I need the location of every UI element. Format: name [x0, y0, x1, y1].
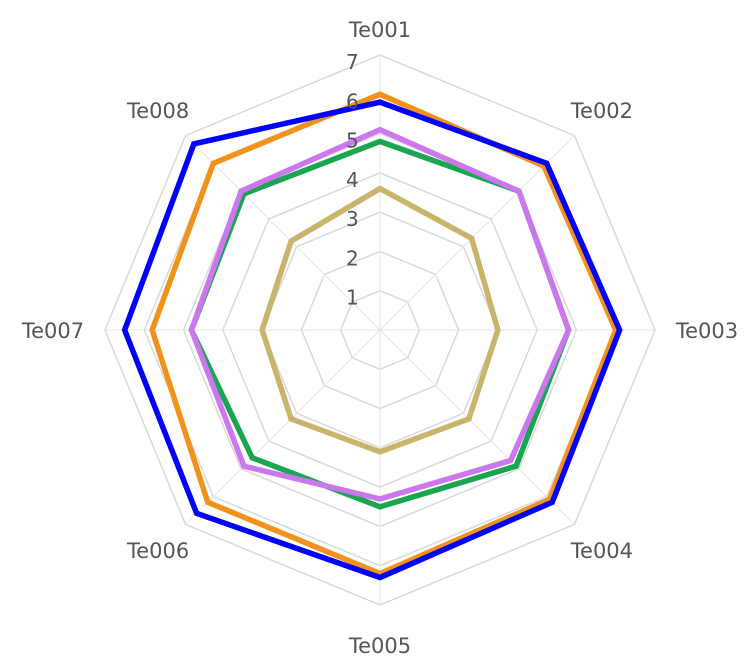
tick-label-6: 6 — [346, 89, 359, 113]
tick-label-3: 3 — [346, 207, 359, 231]
series-1-line — [259, 185, 501, 455]
tick-label-5: 5 — [346, 129, 359, 153]
tick-label-7: 7 — [346, 50, 359, 74]
spoke-6 — [185, 329, 381, 525]
category-label-te004: Te004 — [570, 539, 633, 563]
category-label-te001: Te001 — [348, 18, 411, 42]
category-label-te007: Te007 — [21, 319, 84, 343]
tick-label-2: 2 — [346, 246, 359, 270]
category-label-te002: Te002 — [570, 99, 633, 123]
series-4-line — [149, 91, 619, 577]
radar-series — [121, 91, 623, 581]
radar-grid — [104, 54, 656, 606]
category-label-te006: Te006 — [126, 539, 189, 563]
category-label-te005: Te005 — [348, 634, 411, 658]
series-5-line — [121, 99, 623, 581]
tick-label-4: 4 — [346, 168, 359, 192]
category-label-te003: Te003 — [675, 319, 738, 343]
spoke-4 — [379, 329, 575, 525]
category-labels: Te001 Te002 Te003 Te004 Te005 Te006 Te007 Te008 — [21, 18, 738, 658]
series-3-line — [188, 126, 572, 502]
spoke-8 — [185, 135, 381, 331]
category-label-te008: Te008 — [126, 99, 189, 123]
radial-tick-labels: 1 2 3 4 5 6 7 — [346, 50, 359, 310]
tick-label-1: 1 — [346, 286, 359, 310]
